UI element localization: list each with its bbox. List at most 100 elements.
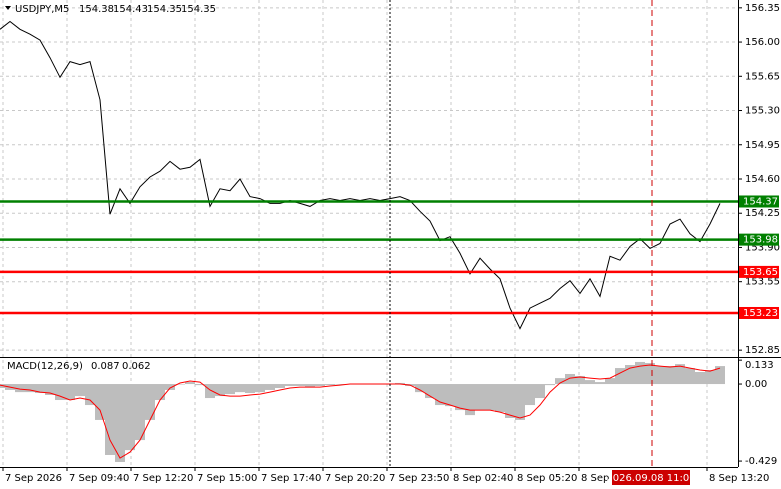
macd-bar bbox=[55, 384, 65, 401]
macd-bar bbox=[465, 384, 475, 416]
macd-bar bbox=[615, 368, 625, 385]
x-tick-label: 8 Sep 0 bbox=[581, 473, 619, 484]
level-label: 154.37 bbox=[743, 196, 778, 207]
macd-bar bbox=[515, 384, 525, 420]
crosshair-label: 2026.09.08 11:00 bbox=[606, 473, 695, 484]
x-tick-label: 7 Sep 09:40 bbox=[69, 473, 129, 484]
macd-bar bbox=[525, 384, 535, 406]
y-tick-label: 153.90 bbox=[745, 242, 780, 253]
macd-bar bbox=[105, 384, 115, 455]
x-tick-label: 7 Sep 23:50 bbox=[389, 473, 449, 484]
macd-bar bbox=[605, 378, 615, 385]
macd-bar bbox=[295, 384, 305, 387]
macd-bar bbox=[675, 364, 685, 385]
header-value: 154.43 bbox=[113, 4, 148, 15]
macd-bar bbox=[275, 384, 285, 388]
macd-bar bbox=[245, 384, 255, 394]
macd-bar bbox=[25, 384, 35, 393]
macd-bar bbox=[435, 384, 445, 406]
level-label-box bbox=[739, 195, 779, 208]
macd-bar bbox=[85, 384, 95, 406]
level-label-box bbox=[739, 306, 779, 319]
indicator-title: MACD(12,26,9) bbox=[7, 361, 83, 372]
macd-bar bbox=[325, 384, 335, 386]
x-tick-label: 8 Sep 05:20 bbox=[517, 473, 577, 484]
y-tick-label: 0.00 bbox=[745, 379, 767, 390]
macd-bar bbox=[205, 384, 215, 399]
macd-bar bbox=[575, 375, 585, 385]
x-tick-label: 7 Sep 17:40 bbox=[261, 473, 321, 484]
macd-bar bbox=[65, 384, 75, 401]
x-tick-label: 7 Sep 15:00 bbox=[197, 473, 257, 484]
y-tick-label: 154.25 bbox=[745, 208, 780, 219]
macd-bar bbox=[475, 384, 485, 411]
macd-bar bbox=[315, 384, 325, 387]
macd-bar bbox=[535, 384, 545, 399]
axes: 7 Sep 2026 7 Sep 09:40 7 Sep 12:20 7 Sep 15… bbox=[2, 3, 780, 484]
crosshair-label-box bbox=[612, 470, 690, 485]
plot bbox=[0, 20, 738, 462]
macd-bar bbox=[685, 368, 695, 385]
macd-bar bbox=[305, 384, 315, 388]
y-tick-label: 156.00 bbox=[745, 37, 780, 48]
macd-bar bbox=[125, 384, 135, 451]
level-label-box bbox=[739, 233, 779, 246]
y-tick-label: -0.429 bbox=[745, 456, 777, 467]
macd-bar bbox=[135, 384, 145, 441]
macd-bar bbox=[395, 382, 405, 385]
level-label: 153.98 bbox=[743, 235, 778, 246]
macd-bar bbox=[155, 384, 165, 401]
macd-bar bbox=[175, 384, 185, 385]
menu-icon bbox=[5, 6, 11, 10]
x-tick-label: 8 Sep 02:40 bbox=[453, 473, 513, 484]
y-tick-label: 153.55 bbox=[745, 277, 780, 288]
macd-bar bbox=[225, 384, 235, 395]
macd-bar bbox=[165, 384, 175, 390]
macd-bar bbox=[145, 384, 155, 420]
level-label: 153.65 bbox=[743, 267, 778, 278]
macd-bar bbox=[625, 365, 635, 385]
macd-bar bbox=[285, 384, 295, 387]
x-tick-label: 8 Sep 13:20 bbox=[709, 473, 769, 484]
macd-bar bbox=[655, 366, 665, 385]
macd-bar bbox=[645, 363, 655, 385]
macd-bar bbox=[35, 384, 45, 394]
macd-bar bbox=[75, 384, 85, 397]
y-tick-label: 155.30 bbox=[745, 106, 780, 117]
y-tick-label: 0.133 bbox=[745, 360, 774, 371]
level-label-box bbox=[739, 265, 779, 278]
y-tick-label: 154.60 bbox=[745, 174, 780, 185]
macd-bar bbox=[505, 384, 515, 418]
macd-bar bbox=[715, 366, 725, 385]
macd-bar bbox=[195, 384, 205, 386]
macd-bar bbox=[15, 384, 25, 393]
macd-bar bbox=[445, 384, 455, 407]
macd-bar bbox=[425, 384, 435, 399]
macd-bar bbox=[695, 372, 705, 385]
header-value: 154.35 bbox=[147, 4, 182, 15]
header: USDJPY,M5 154.38 154.43 154.35 154.35MACD(12… bbox=[7, 4, 216, 372]
macd-bar bbox=[215, 384, 225, 397]
level-label: 153.23 bbox=[743, 308, 778, 319]
y-tick-label: 156.35 bbox=[745, 3, 780, 14]
macd-bar bbox=[255, 384, 265, 393]
header-value: 0.087 bbox=[91, 361, 120, 372]
y-tick-label: 154.95 bbox=[745, 140, 780, 151]
header-value: 154.38 bbox=[79, 4, 114, 15]
x-tick-label: 7 Sep 12:20 bbox=[133, 473, 193, 484]
macd-bar bbox=[545, 384, 555, 386]
macd-bar bbox=[265, 384, 275, 390]
macd-bar bbox=[585, 380, 595, 385]
macd-bar bbox=[705, 370, 715, 385]
y-tick-label: 155.65 bbox=[745, 71, 780, 82]
signal-line bbox=[0, 364, 721, 459]
macd-bar bbox=[185, 382, 195, 385]
macd-bar bbox=[335, 384, 345, 385]
header-value: 0.062 bbox=[122, 361, 151, 372]
macd-bar bbox=[635, 361, 645, 385]
indicator-title: USDJPY,M5 bbox=[15, 4, 69, 15]
macd-bar bbox=[95, 384, 105, 420]
x-tick-label: 7 Sep 2026 bbox=[5, 473, 62, 484]
